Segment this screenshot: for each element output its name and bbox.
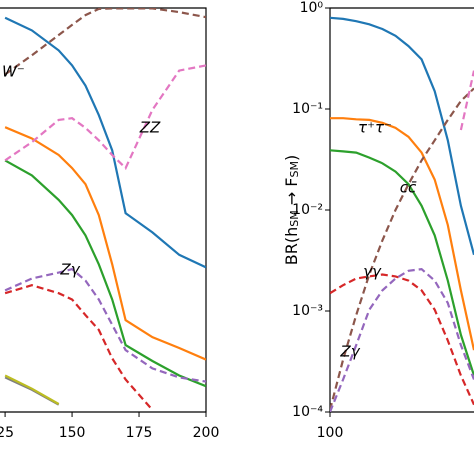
- y-axis-label: BR(hSM → FSM): [282, 155, 302, 265]
- subscript: SM: [288, 161, 301, 177]
- y-tick-label: 10⁰: [300, 0, 324, 16]
- series-line: [330, 273, 474, 406]
- label-part: F: [282, 177, 301, 186]
- label-part: →: [282, 187, 301, 211]
- series-line: [4, 64, 206, 170]
- y-tick-label: 10⁻³: [292, 303, 323, 319]
- series-line: [330, 117, 474, 351]
- series-line: [4, 284, 154, 411]
- series-line: [330, 149, 474, 376]
- annotation: ZZ: [139, 119, 161, 137]
- series-line: [330, 267, 474, 412]
- x-tick-label: 175: [126, 425, 153, 441]
- series-line: [4, 267, 206, 383]
- annotation: W⁻: [2, 63, 25, 81]
- annotation: Zγ: [339, 343, 360, 361]
- x-tick-label: 100: [317, 425, 344, 441]
- left-panel: 25 150 175 200 W⁻ ZZ Zγ: [0, 7, 220, 441]
- y-tick-label: 10⁻¹: [292, 101, 323, 117]
- x-tick-label: 150: [59, 425, 86, 441]
- annotation: Zγ: [59, 261, 80, 279]
- y-tick-label: 10⁻²: [292, 202, 323, 218]
- x-tick-label: 200: [193, 425, 220, 441]
- axes-frame: [0, 7, 207, 413]
- series-line: [4, 374, 60, 405]
- label-part: BR(: [282, 237, 301, 265]
- annotation: γγ: [363, 263, 382, 281]
- annotation: cc̄: [400, 179, 417, 197]
- label-part: h: [282, 227, 301, 237]
- series-line: [4, 126, 206, 361]
- series-line: [4, 159, 206, 388]
- series-line: [4, 16, 206, 269]
- series-line: [4, 8, 206, 76]
- label-part: ): [282, 155, 301, 161]
- subscript: SM: [288, 210, 301, 226]
- x-tick-label: 25: [0, 425, 14, 441]
- series-line: [330, 16, 474, 256]
- y-tick-label: 10⁻⁴: [292, 404, 323, 420]
- series-line: [330, 87, 474, 411]
- series-line: [459, 70, 474, 131]
- annotation: τ⁺τ⁻: [358, 119, 392, 137]
